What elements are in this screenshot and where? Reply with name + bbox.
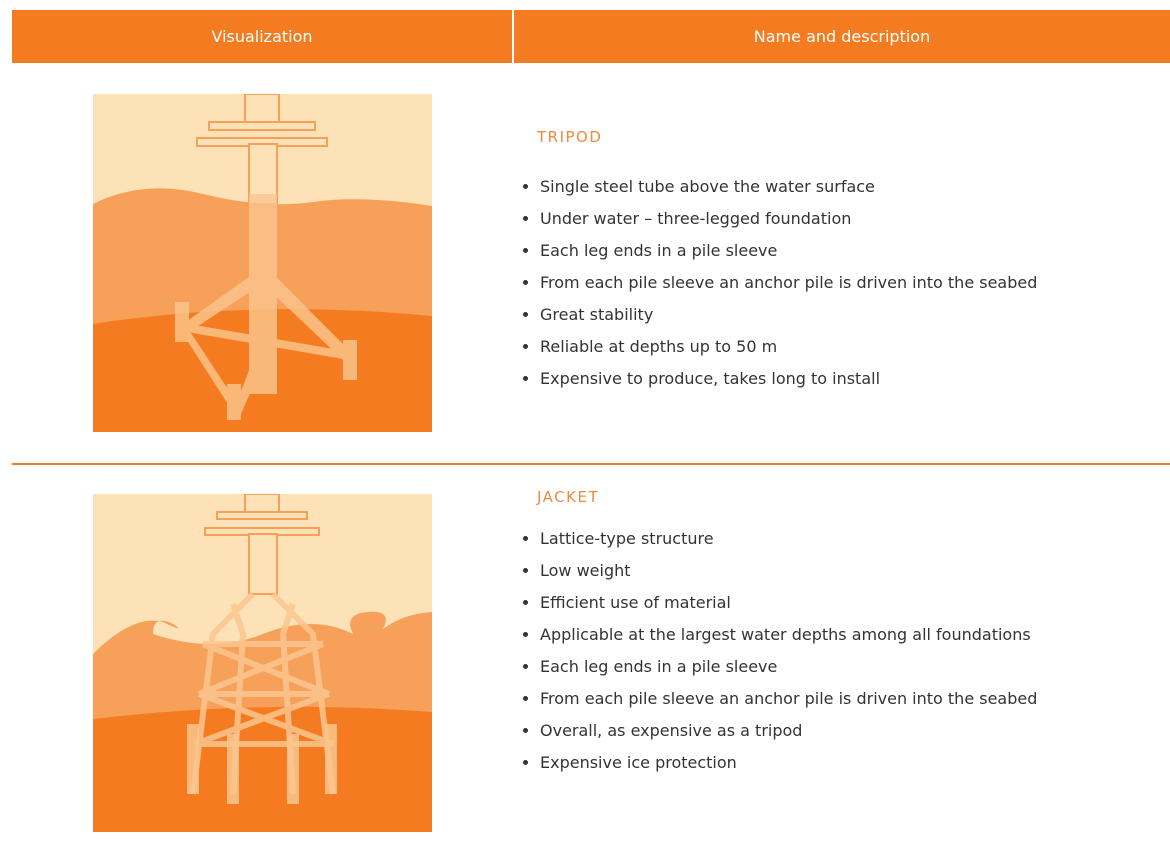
header-cell: Visualization (12, 10, 512, 63)
bullet-item: Expensive ice protection (540, 752, 1037, 784)
bullet-item: Lattice-type structure (540, 528, 1037, 560)
row-title: JACKET (537, 488, 600, 506)
bullet-list: Single steel tube above the water surfac… (518, 176, 1037, 400)
jacket-illustration (93, 494, 432, 832)
bullet-item: Low weight (540, 560, 1037, 592)
tripod-illustration (93, 94, 432, 432)
row-title: TRIPOD (537, 128, 603, 146)
bullet-item: Expensive to produce, takes long to inst… (540, 368, 1037, 400)
bullet-list: Lattice-type structureLow weightEfficien… (518, 528, 1037, 784)
bullet-item: Under water – three-legged foundation (540, 208, 1037, 240)
header-cell: Name and description (514, 10, 1170, 63)
row-separator (12, 463, 1170, 465)
bullet-item: From each pile sleeve an anchor pile is … (540, 272, 1037, 304)
bullet-item: Single steel tube above the water surfac… (540, 176, 1037, 208)
bullet-item: Each leg ends in a pile sleeve (540, 240, 1037, 272)
bullet-item: Efficient use of material (540, 592, 1037, 624)
bullet-item: Overall, as expensive as a tripod (540, 720, 1037, 752)
bullet-item: Each leg ends in a pile sleeve (540, 656, 1037, 688)
bullet-item: Great stability (540, 304, 1037, 336)
bullet-item: Applicable at the largest water depths a… (540, 624, 1037, 656)
bullet-item: Reliable at depths up to 50 m (540, 336, 1037, 368)
bullet-item: From each pile sleeve an anchor pile is … (540, 688, 1037, 720)
